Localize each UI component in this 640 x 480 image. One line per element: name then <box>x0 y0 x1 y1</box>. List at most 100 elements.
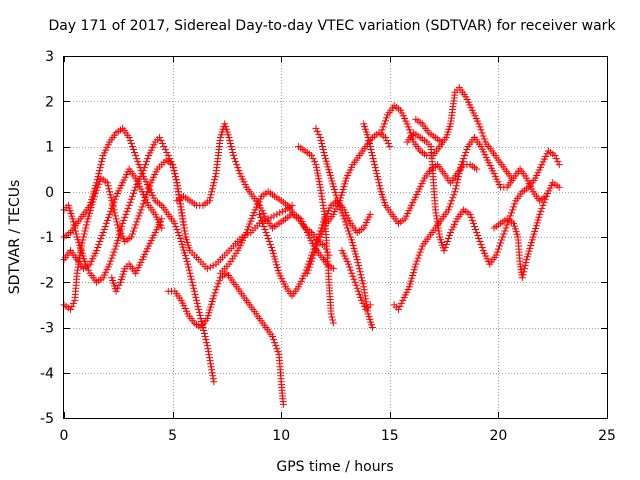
data-point <box>308 152 316 160</box>
data-point <box>164 152 172 160</box>
data-point <box>334 197 342 205</box>
data-point <box>328 313 336 321</box>
data-point <box>279 207 287 215</box>
data-point <box>127 233 135 241</box>
data-point <box>200 330 208 338</box>
data-point <box>95 167 103 175</box>
data-point <box>135 161 143 169</box>
data-point <box>136 209 144 217</box>
data-point <box>111 209 119 217</box>
data-point <box>381 133 389 141</box>
data-point <box>192 296 200 304</box>
data-point <box>161 146 169 154</box>
data-point <box>226 136 234 144</box>
series-sat-18 <box>412 115 446 146</box>
data-point <box>138 170 146 178</box>
data-point <box>371 164 379 172</box>
data-point <box>135 212 143 220</box>
data-point <box>404 123 412 131</box>
data-point <box>71 224 79 232</box>
data-point <box>495 242 503 250</box>
data-point <box>349 272 357 280</box>
data-point <box>552 155 560 163</box>
data-point <box>69 218 77 226</box>
data-point <box>370 158 378 166</box>
data-point <box>342 221 350 229</box>
chart-title: Day 171 of 2017, Sidereal Day-to-day VTE… <box>48 18 616 34</box>
data-point <box>303 269 311 277</box>
data-point <box>110 248 118 256</box>
data-point <box>341 218 349 226</box>
series-sat-19 <box>108 215 166 295</box>
data-point <box>541 195 549 203</box>
data-point <box>348 269 356 277</box>
data-point <box>258 216 266 224</box>
data-point <box>209 372 217 380</box>
data-point <box>169 161 177 169</box>
data-point <box>310 251 318 259</box>
data-point <box>478 129 486 137</box>
data-point <box>197 314 205 322</box>
data-point <box>111 212 119 220</box>
data-point <box>124 204 132 212</box>
data-point <box>449 194 457 202</box>
data-point <box>329 316 337 324</box>
data-point <box>368 152 376 160</box>
data-point <box>233 161 241 169</box>
data-point <box>106 210 114 218</box>
data-point <box>208 369 216 377</box>
data-point <box>365 136 373 144</box>
data-point <box>369 155 377 163</box>
data-point <box>305 263 313 271</box>
data-point <box>67 305 75 313</box>
x-tick-label: 20 <box>489 428 507 444</box>
data-point <box>555 161 563 169</box>
data-point <box>107 194 115 202</box>
data-point <box>109 201 117 209</box>
data-point <box>115 281 123 289</box>
data-point <box>510 203 518 211</box>
data-point <box>368 149 376 157</box>
data-point <box>131 149 139 157</box>
data-point <box>467 213 475 221</box>
data-point <box>265 238 273 246</box>
data-point <box>521 262 529 270</box>
series-sat-5 <box>164 269 287 408</box>
data-point <box>329 265 337 273</box>
data-point <box>353 256 361 264</box>
data-point <box>366 139 374 147</box>
data-point <box>479 132 487 140</box>
data-point <box>200 327 208 335</box>
data-point <box>171 219 179 227</box>
data-point <box>473 228 481 236</box>
data-point <box>113 218 121 226</box>
data-point <box>502 224 510 232</box>
data-point <box>97 161 105 169</box>
data-point <box>206 354 214 362</box>
data-point <box>160 143 168 150</box>
data-point <box>453 179 461 187</box>
x-axis-label: GPS time / hours <box>276 459 393 475</box>
data-point <box>229 152 237 160</box>
data-point <box>384 139 392 147</box>
data-point <box>170 167 178 175</box>
data-point <box>207 360 215 368</box>
data-point <box>210 292 218 300</box>
data-point <box>201 333 209 341</box>
data-point <box>80 230 88 238</box>
data-point <box>171 170 179 178</box>
data-point <box>522 259 530 267</box>
data-point <box>173 225 181 233</box>
data-point <box>274 348 282 356</box>
x-tick-label: 0 <box>60 428 69 444</box>
data-point <box>96 164 104 172</box>
data-point <box>355 262 363 270</box>
data-point <box>468 216 476 224</box>
data-point <box>114 284 122 292</box>
data-point <box>329 319 337 327</box>
data-point <box>204 348 212 356</box>
data-point <box>195 305 203 313</box>
data-point <box>106 188 114 196</box>
data-point <box>263 231 271 239</box>
data-point <box>267 213 275 221</box>
